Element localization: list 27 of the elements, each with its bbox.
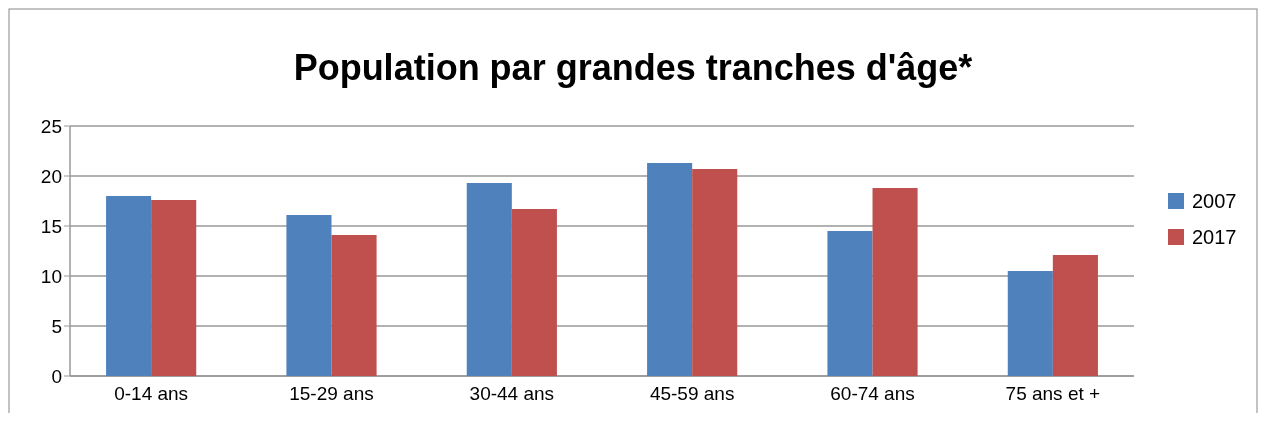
chart-title: Population par grandes tranches d'âge*	[293, 47, 973, 88]
bar	[1052, 255, 1098, 376]
bar	[286, 215, 332, 376]
y-tick-label: 0	[51, 365, 62, 387]
bar	[106, 196, 152, 376]
legend-label: 2017	[1192, 226, 1237, 248]
bar	[511, 209, 557, 376]
x-tick-label: 60-74 ans	[830, 383, 915, 404]
y-tick-label: 25	[40, 115, 62, 137]
legend-label: 2007	[1192, 190, 1237, 212]
bar	[872, 188, 918, 376]
bar	[1007, 271, 1053, 376]
y-tick-label: 10	[40, 265, 62, 287]
bar	[647, 163, 693, 376]
x-tick-label: 45-59 ans	[649, 383, 735, 404]
x-tick-label: 30-44 ans	[469, 383, 555, 404]
bar	[331, 235, 377, 376]
bar	[692, 169, 738, 376]
x-tick-label: 15-29 ans	[289, 383, 374, 404]
y-tick-label: 5	[51, 315, 62, 337]
x-tick-label: 0-14 ans	[114, 383, 189, 404]
x-tick-label: 75 ans et +	[1005, 383, 1101, 404]
bar	[827, 231, 873, 376]
bar	[151, 200, 197, 376]
bar	[466, 183, 512, 376]
y-tick-label: 15	[40, 215, 62, 237]
y-tick-label: 20	[40, 165, 62, 187]
